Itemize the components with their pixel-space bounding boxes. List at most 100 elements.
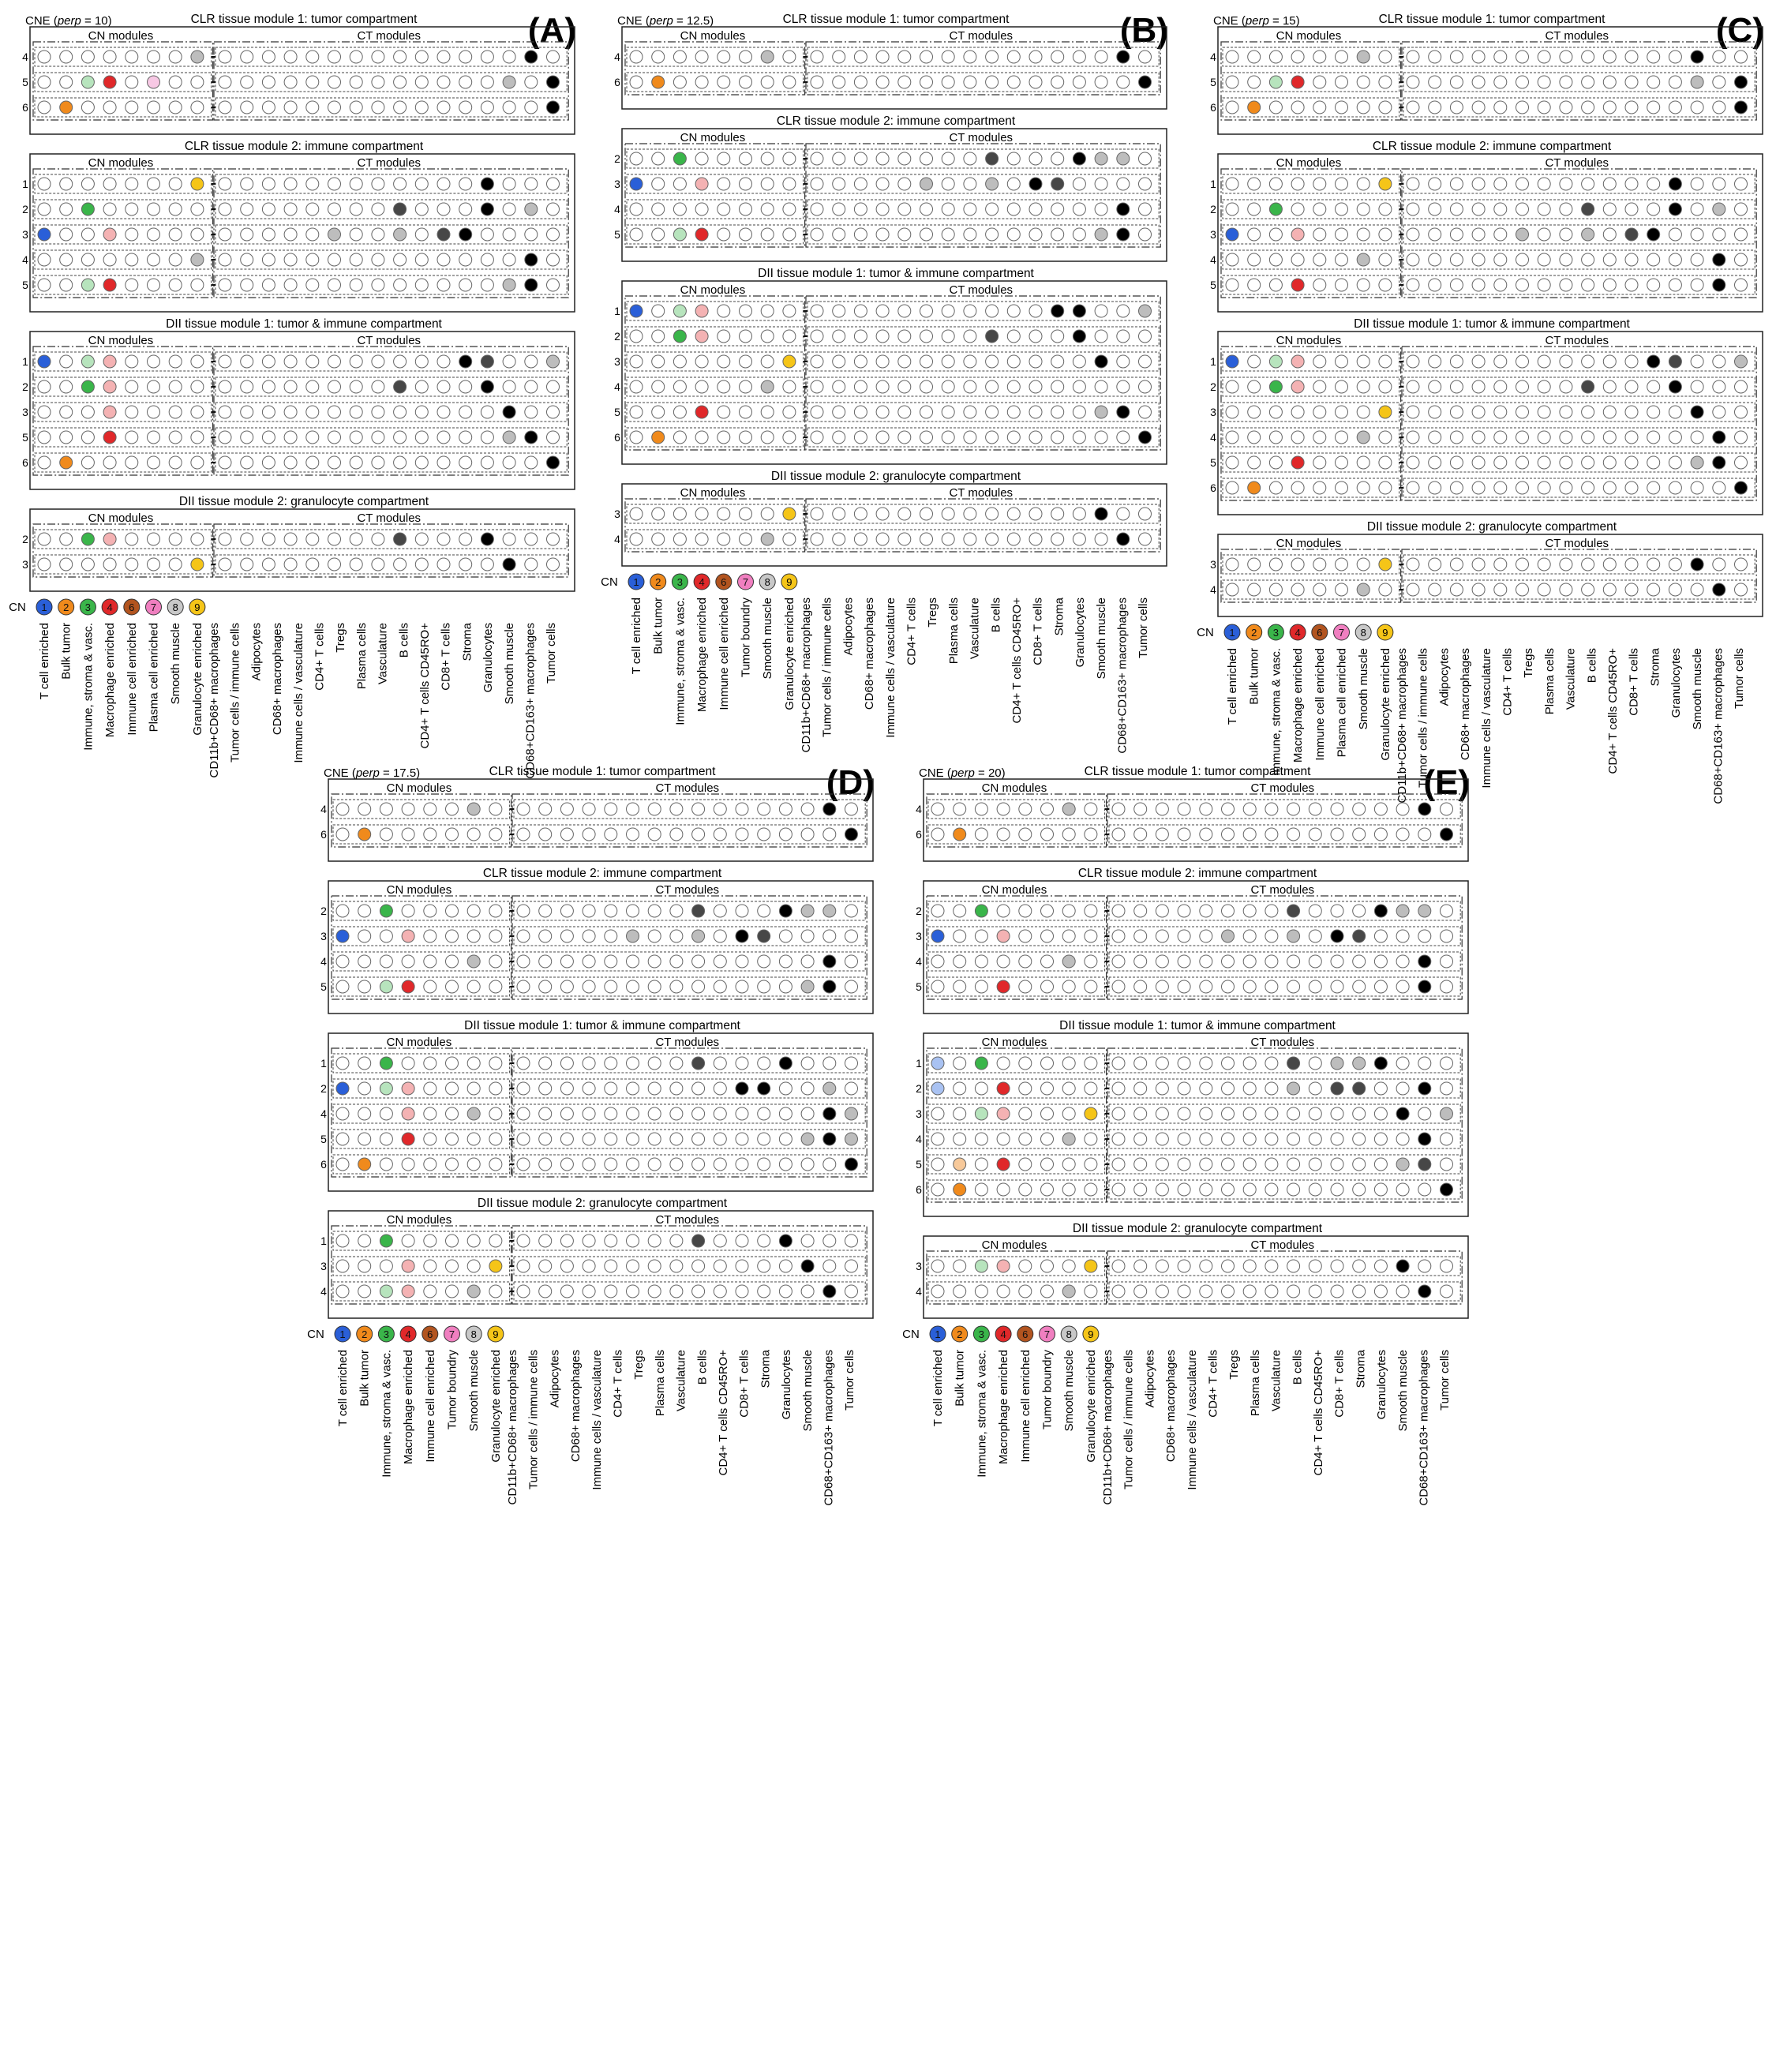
ct-module-dot: [810, 152, 824, 166]
cn-group-frame: [1220, 41, 1402, 121]
ct-module-dot: [393, 430, 407, 444]
row-label: 2: [22, 203, 28, 215]
cn-module-dot: [1040, 954, 1054, 969]
ct-module-dot: [1138, 304, 1152, 318]
cn-module-dot: [168, 177, 182, 191]
ct-module-dot: [800, 980, 815, 994]
ct-module-dot: [1428, 481, 1442, 495]
ct-module-dot: [1471, 481, 1486, 495]
ct-module-dot: [778, 1056, 792, 1070]
ct-module-dot: [328, 380, 341, 394]
ct-module-dot: [1428, 50, 1442, 64]
row-label: 2: [614, 330, 620, 343]
ct-module-dot: [1581, 455, 1595, 470]
ct-module-dot: [1471, 278, 1486, 292]
cn-module-dot: [760, 50, 774, 64]
cn-module-dot: [673, 532, 687, 546]
cn-badge-number: 9: [493, 1328, 498, 1340]
cn-module-dot: [445, 1107, 459, 1121]
ct-module-dot: [1428, 202, 1442, 216]
ct-module-dot: [437, 557, 451, 571]
cn-module-dot: [1378, 557, 1392, 571]
cn-badge-number: 9: [194, 601, 200, 613]
cn-module-dot: [103, 253, 117, 267]
ct-name-label: CD8+ T cells: [1333, 1350, 1347, 1418]
ct-module-dot: [218, 278, 232, 292]
ct-module-dot: [1712, 227, 1726, 242]
cn-module-dot: [1313, 75, 1327, 89]
ct-module-dot: [985, 430, 999, 444]
cn-group-frame: [331, 1225, 512, 1305]
cn-module-dot: [1225, 100, 1239, 114]
cn-module-dot: [379, 1284, 393, 1298]
cn-module-dot: [37, 227, 51, 242]
cn-badge: [487, 1325, 504, 1343]
cn-module-dot: [103, 100, 117, 114]
ct-module-dot: [1668, 583, 1682, 597]
cn-module-dot: [695, 75, 709, 89]
ct-module-dot: [735, 802, 749, 816]
cn-module-dot: [629, 507, 643, 521]
ct-module-dot: [1406, 75, 1420, 89]
ct-module-dot: [778, 1081, 792, 1096]
cn-module-dot: [1268, 430, 1283, 444]
ct-module-dot: [1352, 954, 1366, 969]
cn-module-dot: [335, 1259, 350, 1273]
cn-module-dot: [717, 532, 731, 546]
row-label: 2: [320, 1082, 327, 1095]
cn-module-dot: [59, 455, 73, 470]
ct-module-dot: [1668, 455, 1682, 470]
ct-module-dot: [1006, 50, 1021, 64]
ct-module-dot: [985, 50, 999, 64]
cn-badge: [79, 598, 96, 616]
cn-badge-number: 7: [1044, 1328, 1050, 1340]
cn-name-label: Immune cell enriched: [1313, 648, 1327, 761]
cn-module-dot: [190, 405, 204, 419]
ct-module-dot: [1690, 405, 1704, 419]
cn-module-dot: [103, 455, 117, 470]
ct-module-dot: [414, 430, 429, 444]
ct-module-dot: [1449, 50, 1463, 64]
ct-module-dot: [1537, 253, 1551, 267]
ct-module-dot: [502, 75, 516, 89]
ct-module-dot: [778, 1157, 792, 1171]
ct-module-dot: [1352, 802, 1366, 816]
cn-module-dot: [1225, 227, 1239, 242]
module-title: CLR tissue module 1: tumor compartment: [191, 13, 418, 26]
ct-module-dot: [1559, 354, 1573, 369]
ct-modules-header: CT modules: [357, 29, 421, 43]
ct-module-dot: [1734, 380, 1748, 394]
ct-module-dot: [778, 1234, 792, 1248]
cn-modules-header: CN modules: [680, 131, 746, 144]
ct-module-dot: [502, 253, 516, 267]
cn-modules-header: CN modules: [387, 883, 452, 897]
module-box: [1217, 26, 1763, 135]
cn-module-dot: [168, 278, 182, 292]
ct-module-dot: [626, 904, 639, 918]
cn-module-dot: [1040, 802, 1054, 816]
cn-module-dot: [651, 50, 665, 64]
ct-module-dot: [393, 354, 407, 369]
cn-module-dot: [974, 1056, 988, 1070]
ct-module-dot: [393, 227, 407, 242]
ct-module-dot: [1493, 405, 1508, 419]
cn-module-dot: [125, 278, 139, 292]
cn-module-dot: [695, 227, 709, 242]
row-label: 4: [614, 203, 620, 215]
ct-module-dot: [810, 329, 824, 343]
ct-module-dot: [1177, 1182, 1191, 1197]
ct-module-dot: [414, 177, 429, 191]
ct-module-dot: [1428, 354, 1442, 369]
cn-module-dot: [423, 1234, 437, 1248]
cn-module-dot: [401, 1081, 415, 1096]
ct-module-dot: [1199, 1157, 1213, 1171]
ct-module-dot: [1242, 1259, 1257, 1273]
cn-module-dot: [147, 278, 160, 292]
cn-badge: [189, 598, 206, 616]
ct-module-dot: [414, 227, 429, 242]
ct-module-dot: [1396, 1132, 1410, 1146]
cn-module-dot: [1018, 1259, 1032, 1273]
ct-module-dot: [1734, 278, 1748, 292]
ct-name-label: Tumor cells: [1733, 648, 1746, 709]
ct-module-dot: [1712, 100, 1726, 114]
